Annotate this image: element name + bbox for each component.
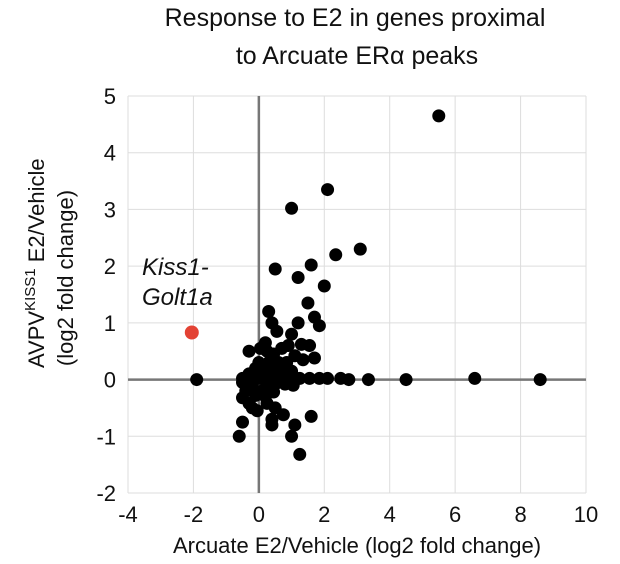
x-tick-label-0: -4 <box>118 502 138 527</box>
data-point-7 <box>291 270 305 284</box>
x-tick-label-7: 10 <box>574 502 598 527</box>
data-point-1 <box>321 183 335 197</box>
data-point-54 <box>468 371 482 385</box>
data-point-28 <box>296 353 310 367</box>
data-point-5 <box>304 258 318 272</box>
data-point-3 <box>353 242 367 256</box>
y-axis-label: AVPVKISS1 E2/Vehicle <box>22 158 49 368</box>
y-tick-label-4: 2 <box>104 254 116 279</box>
data-point-79 <box>288 418 302 432</box>
highlight-point-kiss1-golt1a <box>184 325 199 340</box>
x-axis-label: Arcuate E2/Vehicle (log2 fold change) <box>173 533 541 558</box>
data-point-77 <box>236 415 249 429</box>
data-point-62 <box>286 378 300 392</box>
data-point-75 <box>304 409 318 423</box>
data-point-24 <box>242 344 256 358</box>
data-point-51 <box>342 373 356 387</box>
chart-title-line-2: to Arcuate ERα peaks <box>236 42 478 70</box>
data-point-55 <box>533 373 547 387</box>
annotation-line-2: Golt1a <box>142 284 213 311</box>
data-point-74 <box>276 408 290 422</box>
y-axis-label-line-2: (log2 fold change) <box>53 190 78 366</box>
x-tick-label-4: 4 <box>384 502 396 527</box>
y-tick-label-6: 4 <box>104 141 116 166</box>
x-tick-label-2: 0 <box>253 502 265 527</box>
data-point-20 <box>303 339 317 353</box>
data-point-82 <box>293 447 307 461</box>
data-point-49 <box>321 371 335 385</box>
svg-text:AVPVKISS1 E2/Vehicle: AVPVKISS1 E2/Vehicle <box>22 158 49 368</box>
data-point-81 <box>285 429 299 443</box>
y-tick-label-5: 3 <box>104 197 116 222</box>
data-point-53 <box>399 373 413 387</box>
chart-title-line-1: Response to E2 in genes proximal <box>165 4 546 32</box>
x-tick-label-5: 6 <box>449 502 461 527</box>
data-point-73 <box>250 404 264 418</box>
y-axis-label-main: AVPV <box>24 311 49 368</box>
x-tick-label-6: 8 <box>514 502 526 527</box>
data-point-6 <box>268 262 282 276</box>
y-tick-label-7: 5 <box>104 84 116 109</box>
data-point-47 <box>303 371 317 385</box>
y-tick-label-0: -2 <box>96 481 116 506</box>
data-point-16 <box>285 327 299 341</box>
axes <box>128 96 586 493</box>
data-point-2 <box>285 201 299 215</box>
y-axis-label-superscript: KISS1 <box>22 268 39 311</box>
data-point-10 <box>262 305 276 319</box>
y-tick-label-2: 0 <box>104 368 116 393</box>
data-point-52 <box>361 373 375 387</box>
data-point-9 <box>301 296 315 310</box>
x-tick-label-3: 2 <box>318 502 330 527</box>
y-tick-label-1: -1 <box>96 424 116 449</box>
data-point-80 <box>232 429 246 443</box>
data-point-27 <box>307 351 321 365</box>
data-point-4 <box>329 248 343 262</box>
data-point-14 <box>312 319 326 333</box>
annotation-line-1: Kiss1- <box>142 254 209 281</box>
y-axis-label-rest: E2/Vehicle <box>24 158 49 268</box>
data-point-0 <box>432 109 446 123</box>
data-point-78 <box>265 418 279 432</box>
data-point-15 <box>270 324 284 338</box>
data-point-8 <box>317 279 331 293</box>
data-point-13 <box>291 316 305 330</box>
y-tick-label-3: 1 <box>104 311 116 336</box>
data-points <box>184 109 547 461</box>
x-tick-label-1: -2 <box>184 502 204 527</box>
data-point-56 <box>190 373 204 387</box>
